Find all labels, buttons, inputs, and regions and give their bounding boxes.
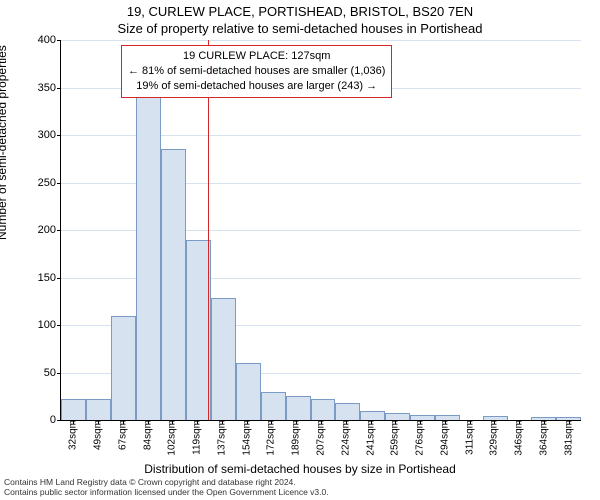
histogram-bar [311,399,336,420]
footer-attribution: Contains HM Land Registry data © Crown c… [4,478,596,498]
histogram-bar [61,399,86,420]
chart-container: 19, CURLEW PLACE, PORTISHEAD, BRISTOL, B… [0,0,600,500]
xtick-label: 67sqm [117,420,128,450]
info-box-line: 19 CURLEW PLACE: 127sqm [128,49,385,64]
ytick-label: 250 [38,177,61,189]
xtick-label: 32sqm [68,420,79,450]
histogram-bar [335,403,360,420]
histogram-bar [136,97,161,420]
ytick-label: 300 [38,129,61,141]
histogram-bar [385,413,410,420]
xtick-label: 137sqm [216,420,227,456]
y-axis-label: Number of semi-detached properties [0,45,9,240]
ytick-label: 100 [38,319,61,331]
ytick-label: 200 [38,224,61,236]
info-box: 19 CURLEW PLACE: 127sqm← 81% of semi-det… [121,45,392,98]
ytick-label: 0 [50,414,61,426]
xtick-label: 189sqm [291,420,302,456]
histogram-bar [186,240,211,421]
histogram-bar [211,298,236,420]
xtick-label: 154sqm [241,420,252,456]
info-box-line: ← 81% of semi-detached houses are smalle… [128,64,385,79]
ytick-label: 50 [44,367,61,379]
ytick-label: 350 [38,82,61,94]
chart-subtitle: Size of property relative to semi-detach… [0,21,600,36]
xtick-label: 381sqm [563,420,574,456]
histogram-bar [286,396,311,420]
xtick-label: 259sqm [390,420,401,456]
footer-line-2: Contains public sector information licen… [4,488,596,498]
xtick-label: 329sqm [489,420,500,456]
ytick-label: 150 [38,272,61,284]
chart-title: 19, CURLEW PLACE, PORTISHEAD, BRISTOL, B… [0,4,600,19]
xtick-label: 311sqm [464,420,475,455]
histogram-bar [360,411,385,420]
x-axis-label: Distribution of semi-detached houses by … [0,462,600,476]
histogram-bar [111,316,136,421]
histogram-bar [86,399,111,420]
histogram-bar [161,149,186,420]
xtick-label: 364sqm [538,420,549,456]
xtick-label: 241sqm [365,420,376,456]
xtick-label: 102sqm [167,420,178,456]
xtick-label: 294sqm [439,420,450,456]
info-box-line: 19% of semi-detached houses are larger (… [128,79,385,94]
xtick-label: 346sqm [514,420,525,456]
xtick-label: 207sqm [316,420,327,456]
plot-area: 05010015020025030035040032sqm49sqm67sqm8… [60,40,581,421]
xtick-label: 276sqm [415,420,426,456]
histogram-bar [236,363,261,420]
xtick-label: 119sqm [192,420,203,455]
xtick-label: 84sqm [142,420,153,450]
ytick-label: 400 [38,34,61,46]
xtick-label: 224sqm [340,420,351,456]
xtick-label: 49sqm [93,420,104,450]
xtick-label: 172sqm [266,420,277,456]
histogram-bar [261,392,286,421]
